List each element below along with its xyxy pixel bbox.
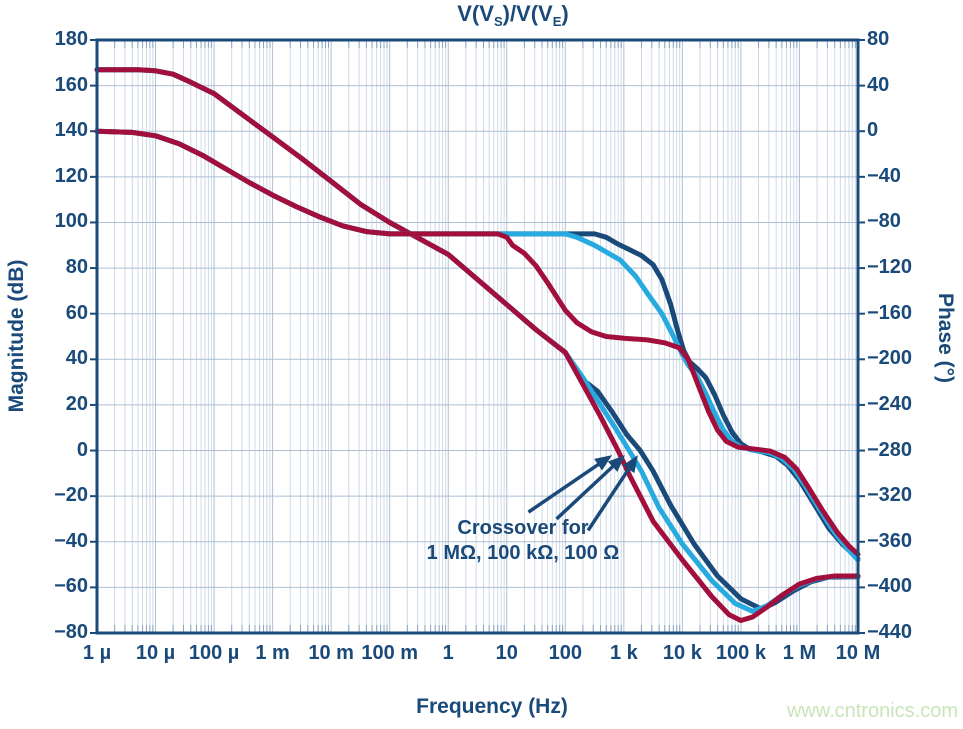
right-tick-label: −120 [867, 256, 913, 279]
crossover-arrow-shaft [555, 463, 616, 521]
left-tick-label: 100 [54, 210, 88, 233]
x-tick-label: 1 µ [82, 642, 112, 664]
title-part: ) [561, 1, 569, 26]
x-tick-label: 100 µ [188, 642, 240, 664]
crossover-arrow-shaft [586, 465, 632, 532]
crossover-arrowhead-1 [594, 455, 613, 471]
phase-axis-label: Phase (°) [934, 292, 957, 384]
left-tick-label: −40 [54, 529, 88, 552]
right-tick-label: −320 [867, 484, 913, 507]
frequency-axis-label: Frequency (Hz) [416, 695, 568, 718]
left-tick-label: 40 [65, 347, 88, 370]
title-subscript-s: S [493, 14, 503, 29]
right-tick-label: −400 [867, 575, 913, 598]
left-tick-label: 160 [54, 73, 88, 96]
x-tick-label: 1 M [782, 642, 817, 664]
left-tick-label: 60 [65, 301, 88, 324]
right-tick-label: 40 [867, 73, 890, 96]
crossover-annotation: Crossover for 1 MΩ, 100 kΩ, 100 Ω [427, 516, 620, 566]
crossover-annotation-line2: 1 MΩ, 100 kΩ, 100 Ω [426, 542, 620, 564]
crossover-arrow-shaft [527, 461, 602, 514]
left-tick-label: −20 [54, 484, 88, 507]
chart-title: V(VS)/V(VE) [457, 1, 568, 29]
left-tick-label: 180 [54, 28, 88, 50]
curve-magnitude-1M [94, 67, 861, 623]
crossover-annotation-line1: Crossover for [457, 517, 589, 539]
magnitude-axis-label: Magnitude (dB) [5, 259, 28, 413]
right-tick-label: −440 [867, 621, 913, 643]
x-tick-label: 100 [548, 642, 582, 664]
left-tick-label: 0 [76, 438, 88, 461]
left-tick-label: −60 [54, 575, 88, 598]
crossover-arrowhead-2 [607, 455, 626, 472]
x-tick-label: 10 k [662, 642, 702, 664]
right-tick-label: 0 [867, 119, 879, 142]
left-tick-label: 140 [54, 119, 88, 142]
right-tick-label: −360 [867, 529, 913, 552]
x-tick-label: 10 m [308, 642, 354, 664]
left-tick-label: −80 [54, 621, 88, 643]
left-tick-label: 120 [54, 164, 88, 187]
right-tick-label: −200 [867, 347, 913, 370]
right-tick-label: −40 [867, 164, 901, 187]
x-tick-label: 10 M [835, 642, 881, 664]
plot-border [95, 38, 860, 635]
right-tick-label: −80 [867, 210, 901, 233]
title-part: V(V [457, 1, 494, 26]
title-part: )/V(V [502, 1, 553, 26]
x-tick-label: 1 k [609, 642, 638, 664]
x-tick-label: 100 m [361, 642, 419, 664]
x-tick-label: 10 [495, 642, 518, 664]
right-tick-label: −160 [867, 301, 913, 324]
watermark-text: www.cntronics.com [786, 700, 958, 722]
crossover-arrowhead-3 [622, 455, 638, 474]
right-tick-label: −240 [867, 392, 913, 415]
right-tick-label: −280 [867, 438, 913, 461]
left-tick-label: 20 [65, 392, 88, 415]
x-tick-label: 1 [442, 642, 454, 664]
x-tick-label: 1 m [255, 642, 290, 664]
curve-phase-1M [94, 128, 861, 557]
right-tick-label: 80 [867, 28, 890, 50]
x-tick-label: 10 µ [135, 642, 176, 664]
x-tick-label: 100 k [715, 642, 766, 664]
left-tick-label: 80 [65, 256, 88, 279]
title-subscript-e: E [552, 14, 562, 29]
